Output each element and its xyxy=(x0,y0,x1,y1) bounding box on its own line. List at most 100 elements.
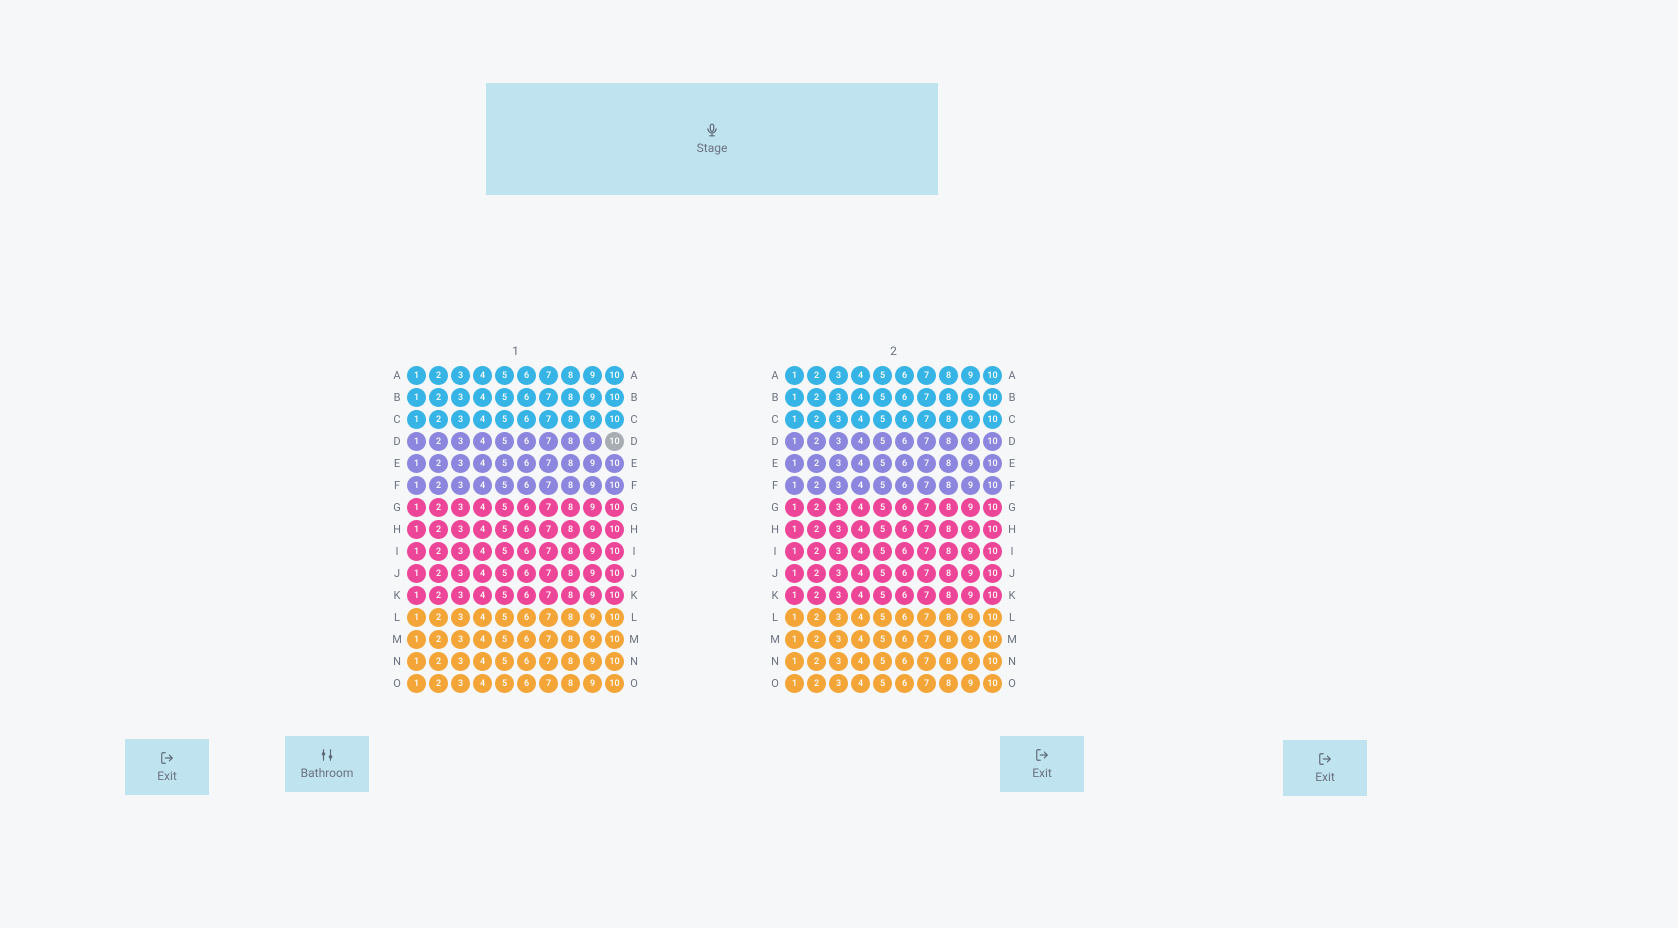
seat[interactable]: 10 xyxy=(605,410,624,429)
seat[interactable]: 4 xyxy=(473,542,492,561)
seat[interactable]: 1 xyxy=(785,498,804,517)
seat[interactable]: 7 xyxy=(917,476,936,495)
seat[interactable]: 9 xyxy=(961,432,980,451)
seat[interactable]: 3 xyxy=(451,586,470,605)
seat[interactable]: 9 xyxy=(583,432,602,451)
seat[interactable]: 8 xyxy=(939,432,958,451)
seat[interactable]: 5 xyxy=(495,388,514,407)
seat[interactable]: 2 xyxy=(429,520,448,539)
seat[interactable]: 8 xyxy=(561,652,580,671)
seat[interactable]: 3 xyxy=(451,476,470,495)
seat[interactable]: 10 xyxy=(983,608,1002,627)
seat[interactable]: 9 xyxy=(961,608,980,627)
seat[interactable]: 6 xyxy=(517,388,536,407)
seat[interactable]: 1 xyxy=(407,542,426,561)
seat[interactable]: 10 xyxy=(605,586,624,605)
seat[interactable]: 2 xyxy=(807,388,826,407)
seat[interactable]: 10 xyxy=(605,498,624,517)
seat[interactable]: 2 xyxy=(807,542,826,561)
seat[interactable]: 5 xyxy=(873,564,892,583)
seat[interactable]: 7 xyxy=(917,498,936,517)
seat[interactable]: 4 xyxy=(473,586,492,605)
seat[interactable]: 4 xyxy=(473,498,492,517)
seat[interactable]: 3 xyxy=(451,674,470,693)
seat[interactable]: 9 xyxy=(961,630,980,649)
seat[interactable]: 3 xyxy=(451,454,470,473)
seat[interactable]: 1 xyxy=(785,564,804,583)
seat[interactable]: 9 xyxy=(583,608,602,627)
seat[interactable]: 1 xyxy=(785,674,804,693)
seat[interactable]: 9 xyxy=(961,410,980,429)
seat[interactable]: 5 xyxy=(495,652,514,671)
seat[interactable]: 3 xyxy=(451,652,470,671)
seat[interactable]: 9 xyxy=(583,652,602,671)
seat[interactable]: 7 xyxy=(917,542,936,561)
seat[interactable]: 8 xyxy=(939,564,958,583)
seat[interactable]: 7 xyxy=(539,454,558,473)
seat[interactable]: 6 xyxy=(895,542,914,561)
seat[interactable]: 6 xyxy=(895,608,914,627)
seat[interactable]: 10 xyxy=(983,586,1002,605)
seat[interactable]: 10 xyxy=(605,476,624,495)
seat[interactable]: 9 xyxy=(583,498,602,517)
seat[interactable]: 10 xyxy=(605,366,624,385)
seat[interactable]: 5 xyxy=(873,388,892,407)
seat[interactable]: 1 xyxy=(785,366,804,385)
seat[interactable]: 5 xyxy=(495,608,514,627)
seat[interactable]: 6 xyxy=(517,454,536,473)
seat[interactable]: 8 xyxy=(561,366,580,385)
seat[interactable]: 4 xyxy=(851,652,870,671)
seat[interactable]: 5 xyxy=(495,564,514,583)
seat[interactable]: 7 xyxy=(917,630,936,649)
seat[interactable]: 4 xyxy=(473,476,492,495)
seat[interactable]: 7 xyxy=(539,564,558,583)
seat[interactable]: 7 xyxy=(917,608,936,627)
seat[interactable]: 3 xyxy=(829,388,848,407)
seat[interactable]: 2 xyxy=(429,630,448,649)
seat[interactable]: 5 xyxy=(495,630,514,649)
seat[interactable]: 2 xyxy=(807,652,826,671)
seat[interactable]: 5 xyxy=(873,630,892,649)
seat[interactable]: 2 xyxy=(807,564,826,583)
seat[interactable]: 6 xyxy=(895,652,914,671)
seat[interactable]: 4 xyxy=(473,674,492,693)
seat[interactable]: 1 xyxy=(785,410,804,429)
seat[interactable]: 4 xyxy=(851,630,870,649)
seat[interactable]: 9 xyxy=(961,520,980,539)
seat[interactable]: 6 xyxy=(517,432,536,451)
seat[interactable]: 1 xyxy=(407,674,426,693)
seat[interactable]: 6 xyxy=(517,542,536,561)
seat[interactable]: 6 xyxy=(895,366,914,385)
seat[interactable]: 3 xyxy=(451,410,470,429)
seat[interactable]: 6 xyxy=(895,476,914,495)
seat[interactable]: 9 xyxy=(961,388,980,407)
seat[interactable]: 8 xyxy=(561,520,580,539)
seat[interactable]: 2 xyxy=(429,476,448,495)
seat[interactable]: 6 xyxy=(895,564,914,583)
seat[interactable]: 10 xyxy=(605,388,624,407)
seat[interactable]: 2 xyxy=(807,630,826,649)
seat[interactable]: 6 xyxy=(517,366,536,385)
seat[interactable]: 5 xyxy=(495,520,514,539)
seat[interactable]: 8 xyxy=(939,542,958,561)
seat[interactable]: 7 xyxy=(539,432,558,451)
seat[interactable]: 3 xyxy=(829,366,848,385)
seat[interactable]: 9 xyxy=(961,542,980,561)
seat[interactable]: 6 xyxy=(517,674,536,693)
seat[interactable]: 6 xyxy=(517,520,536,539)
seat[interactable]: 1 xyxy=(407,520,426,539)
seat[interactable]: 1 xyxy=(407,652,426,671)
seat[interactable]: 2 xyxy=(429,366,448,385)
seat[interactable]: 7 xyxy=(539,498,558,517)
seat[interactable]: 2 xyxy=(807,476,826,495)
seat[interactable]: 9 xyxy=(961,564,980,583)
seat[interactable]: 5 xyxy=(495,476,514,495)
seat[interactable]: 10 xyxy=(983,674,1002,693)
seat[interactable]: 2 xyxy=(807,432,826,451)
seat[interactable]: 3 xyxy=(829,454,848,473)
seat[interactable]: 1 xyxy=(407,498,426,517)
seat[interactable]: 8 xyxy=(939,498,958,517)
seat[interactable]: 9 xyxy=(961,498,980,517)
seat[interactable]: 7 xyxy=(917,674,936,693)
seat[interactable]: 1 xyxy=(407,388,426,407)
